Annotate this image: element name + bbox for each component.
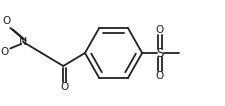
Text: O: O — [156, 25, 164, 35]
Text: O: O — [61, 82, 69, 93]
Text: N: N — [19, 37, 27, 47]
Text: O: O — [156, 71, 164, 81]
Text: O: O — [0, 47, 9, 57]
Text: S: S — [156, 47, 164, 59]
Text: O: O — [2, 16, 11, 26]
